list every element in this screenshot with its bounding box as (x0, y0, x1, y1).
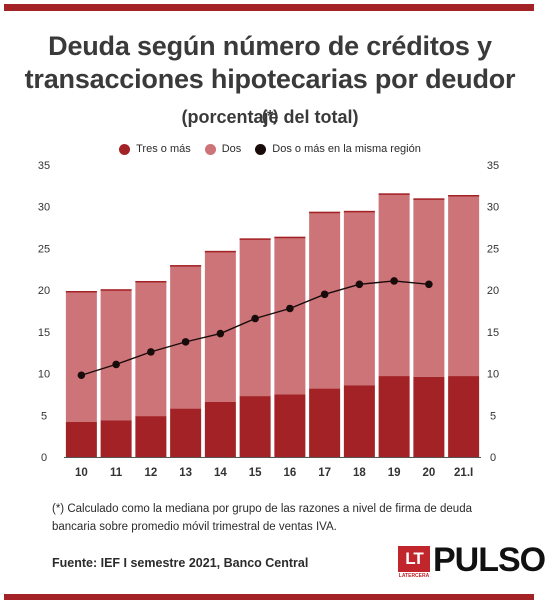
bar-dos (343, 210, 375, 386)
x-tick-label: 18 (353, 467, 366, 479)
x-tick-label: 14 (214, 467, 227, 479)
source-text: Fuente: IEF I semestre 2021, Banco Centr… (52, 556, 309, 570)
bar-tres-o-mas (309, 388, 341, 457)
pulso-wordmark: PULSO (433, 541, 546, 579)
line-point (216, 329, 225, 338)
bar-tres-o-mas (135, 416, 167, 457)
legend-item-dos: Dos (204, 143, 242, 155)
legend-swatch-tres-o-mas (119, 143, 131, 155)
line-point (320, 290, 329, 299)
bar-tres-o-mas (274, 394, 306, 457)
bar-dos (448, 195, 480, 377)
y-tick-label-right: 20 (487, 285, 499, 297)
bar-tres-o-mas (65, 421, 97, 457)
x-tick-label: 21.I (454, 467, 473, 479)
bar-dos (65, 290, 97, 422)
bar-tres-o-mas (448, 376, 480, 457)
x-tick-label: 11 (110, 467, 123, 479)
top-accent-bar (4, 4, 534, 11)
bar-dos (274, 236, 306, 395)
y-tick-label-left: 25 (38, 243, 50, 255)
legend-label-dos: Dos (221, 143, 242, 155)
y-tick-label-left: 20 (38, 285, 50, 297)
legend-label-dos-o-mas-misma-region: Dos o más en la misma región (272, 143, 421, 155)
bottom-accent-bar (4, 594, 534, 600)
x-tick-label: 19 (388, 467, 401, 479)
legend-swatch-dos-o-mas-misma-region (255, 143, 267, 155)
line-point (286, 304, 294, 313)
bar-tres-o-mas (100, 420, 132, 457)
line-point (251, 314, 259, 323)
legend-label-tres-o-mas: Tres o más (136, 143, 191, 155)
x-tick-label: 13 (179, 467, 192, 479)
la-tercera-mark: LT (398, 546, 430, 572)
y-tick-label-right: 35 (487, 160, 499, 172)
chart-subtitle: (porcentaje del total) (181, 107, 359, 127)
y-tick-label-right: 25 (487, 243, 499, 255)
bar-dos (170, 265, 202, 409)
bar-tres-o-mas (343, 385, 375, 457)
y-tick-label-left: 15 (38, 327, 50, 339)
x-tick-label: 16 (283, 467, 296, 479)
la-tercera-mark-sub: LATERCERA (398, 573, 430, 579)
y-tick-label-right: 0 (490, 452, 496, 464)
y-tick-label-left: 0 (41, 452, 47, 464)
bar-dos (204, 250, 236, 402)
title-suffix: (*) (261, 108, 279, 125)
y-tick-label-left: 30 (38, 202, 50, 214)
bar-tres-o-mas (413, 376, 445, 457)
legend-item-tres-o-mas: Tres o más (119, 143, 191, 155)
y-tick-label-left: 5 (41, 410, 47, 422)
line-point (181, 338, 190, 346)
pulso-logo: LT LATERCERA PULSO (398, 541, 546, 579)
bar-tres-o-mas (204, 401, 236, 457)
y-tick-label-right: 15 (487, 327, 499, 339)
line-point (77, 371, 86, 380)
x-tick-label: 20 (422, 467, 435, 479)
footnote: (*) Calculado como la mediana por grupo … (52, 503, 472, 533)
x-tick-label: 10 (75, 467, 88, 479)
x-tick-label: 17 (318, 467, 331, 479)
line-point (425, 280, 433, 289)
legend-item-dos-o-mas-misma-region: Dos o más en la misma región (255, 143, 421, 155)
bar-tres-o-mas (239, 396, 271, 457)
y-tick-label-right: 5 (490, 410, 496, 422)
chart-title: Deuda según número de créditos y transac… (24, 31, 516, 125)
y-tick-label-left: 10 (38, 369, 50, 381)
legend-swatch-dos (204, 143, 216, 155)
x-tick-label: 12 (144, 467, 157, 479)
bar-tres-o-mas (170, 408, 202, 457)
line-point (355, 280, 364, 289)
bar-tres-o-mas (378, 376, 410, 457)
y-tick-label-left: 35 (38, 160, 50, 172)
y-tick-label-right: 30 (487, 202, 499, 214)
line-point (147, 348, 155, 356)
y-tick-label-right: 10 (487, 369, 499, 381)
bar-dos (309, 211, 341, 389)
line-point (112, 360, 120, 369)
legend: Tres o más Dos Dos o más en la misma reg… (20, 143, 520, 155)
bar-dos (100, 289, 132, 421)
line-point (390, 277, 398, 285)
x-tick-label: 15 (249, 467, 262, 479)
